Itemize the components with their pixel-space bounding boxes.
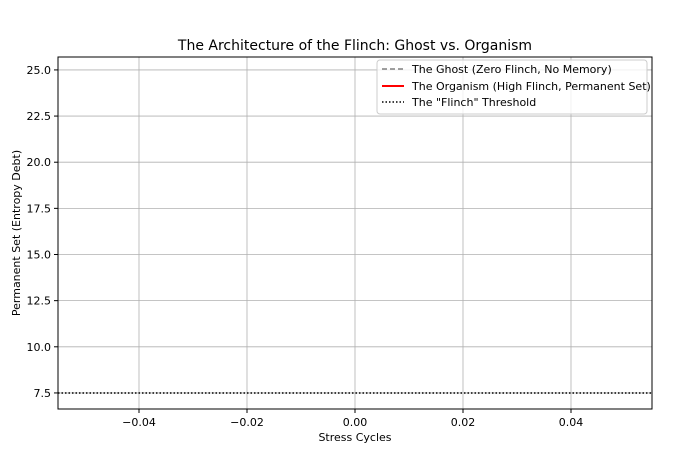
y-tick-label: 7.5 <box>34 387 52 400</box>
x-axis: −0.04 −0.02 0.00 0.02 0.04 <box>122 409 583 429</box>
x-axis-label: Stress Cycles <box>318 431 391 444</box>
y-tick-label: 20.0 <box>27 156 52 169</box>
y-tick-label: 25.0 <box>27 64 52 77</box>
chart-title: The Architecture of the Flinch: Ghost vs… <box>177 38 532 54</box>
x-tick-label: −0.02 <box>230 416 264 429</box>
x-tick-label: 0.04 <box>559 416 584 429</box>
y-tick-label: 17.5 <box>27 202 52 215</box>
y-tick-label: 15.0 <box>27 249 52 262</box>
y-tick-label: 10.0 <box>27 341 52 354</box>
y-axis-label: Permanent Set (Entropy Debt) <box>10 150 23 316</box>
y-tick-label: 22.5 <box>27 110 52 123</box>
legend: The Ghost (Zero Flinch, No Memory) The O… <box>376 59 651 115</box>
x-tick-label: 0.02 <box>451 416 476 429</box>
legend-box <box>376 59 648 115</box>
legend-threshold-label: The "Flinch" Threshold <box>411 96 536 109</box>
y-tick-label: 12.5 <box>27 295 52 308</box>
y-axis: 7.5 10.0 12.5 15.0 17.5 20.0 22.5 25.0 <box>27 64 58 400</box>
legend-organism-label: The Organism (High Flinch, Permanent Set… <box>411 80 651 93</box>
x-tick-label: 0.00 <box>343 416 368 429</box>
x-tick-label: −0.04 <box>122 416 156 429</box>
legend-ghost-label: The Ghost (Zero Flinch, No Memory) <box>411 63 612 76</box>
